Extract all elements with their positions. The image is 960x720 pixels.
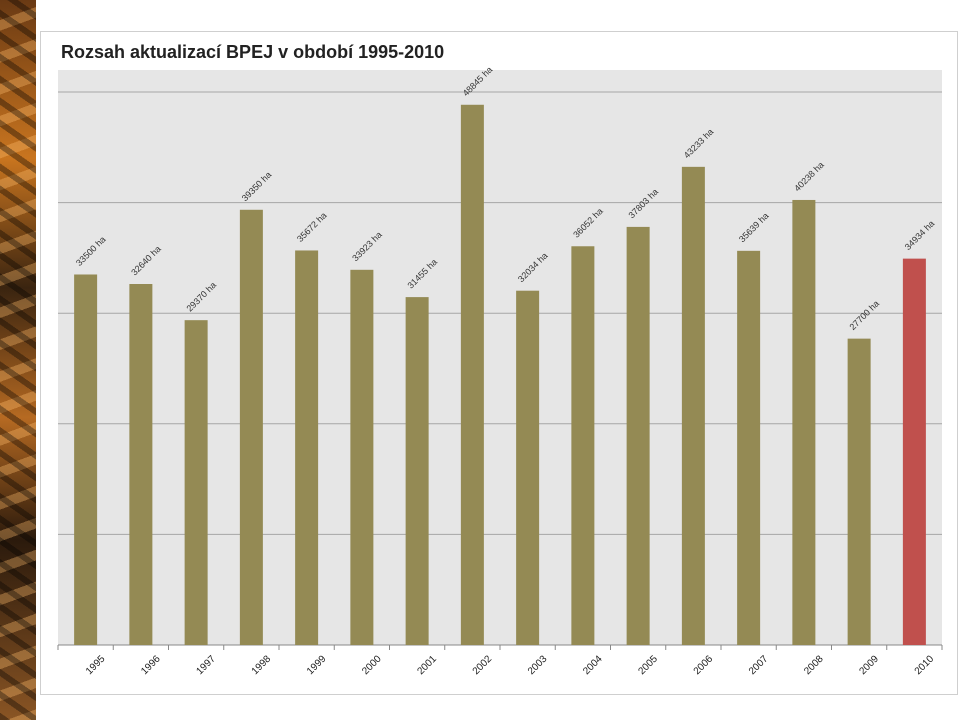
category-label: 2001	[415, 653, 439, 677]
category-label: 1995	[84, 653, 108, 677]
bar	[737, 250, 761, 646]
category-label: 2004	[581, 653, 605, 677]
bar	[516, 290, 540, 645]
bar	[902, 258, 926, 645]
category-label: 1998	[250, 653, 274, 677]
category-label: 2002	[471, 653, 495, 677]
category-label: 2005	[636, 653, 660, 677]
decorative-photo-strip	[0, 0, 36, 720]
category-label: 2008	[802, 653, 826, 677]
bar	[74, 274, 98, 645]
category-label: 1999	[305, 653, 329, 677]
category-label: 1996	[139, 653, 163, 677]
bar	[350, 269, 374, 645]
category-label: 2006	[692, 653, 716, 677]
bar	[239, 209, 263, 645]
bar	[129, 284, 153, 645]
category-label: 2003	[526, 653, 550, 677]
category-label: 2000	[360, 653, 384, 677]
chart-title: Rozsah aktualizací BPEJ v období 1995-20…	[61, 42, 445, 62]
bar	[571, 246, 595, 645]
category-label: 2010	[913, 653, 937, 677]
bar	[626, 226, 650, 646]
bar	[184, 320, 208, 645]
bar	[792, 199, 816, 645]
bar	[847, 338, 871, 645]
bar	[681, 166, 705, 645]
category-label: 1997	[194, 653, 218, 677]
bar	[460, 104, 484, 646]
category-label: 2009	[857, 653, 881, 677]
category-label: 2007	[747, 653, 771, 677]
bar	[405, 297, 429, 645]
bar	[295, 250, 319, 645]
